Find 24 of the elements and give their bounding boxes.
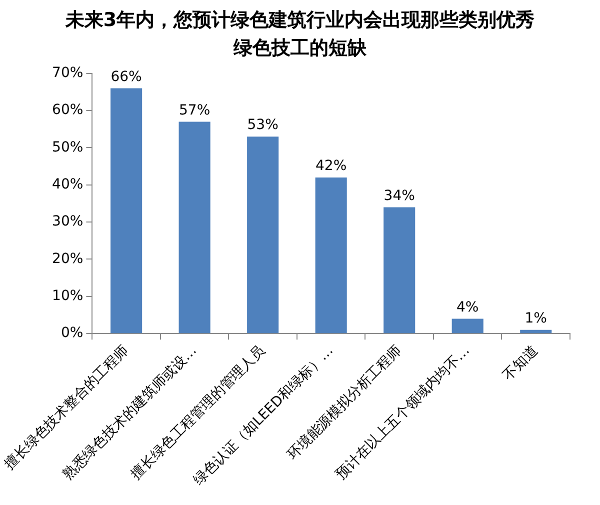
bar [315, 177, 347, 334]
bar [110, 88, 142, 334]
y-tick-label: 70% [52, 65, 84, 82]
y-tick-label: 30% [52, 214, 84, 230]
chart-title: 未来3年内，您预计绿色建筑行业内会出现那些类别优秀绿色技工的短缺 [64, 8, 536, 61]
y-tick-label: 0% [60, 325, 84, 342]
x-tick-label: 不知道 [500, 342, 542, 384]
bar [178, 122, 210, 334]
bar [520, 330, 552, 334]
y-tick-label: 20% [52, 250, 84, 267]
data-label: 4% [456, 299, 479, 316]
data-label: 34% [384, 188, 415, 204]
data-label: 53% [247, 117, 278, 134]
y-tick-label: 50% [52, 139, 84, 156]
data-label: 1% [524, 310, 547, 326]
y-tick-label: 10% [52, 288, 84, 304]
data-label: 42% [316, 158, 347, 174]
bar [384, 207, 416, 334]
y-tick-label: 60% [52, 102, 84, 118]
bar [452, 318, 484, 334]
y-tick-label: 40% [52, 176, 84, 193]
data-label: 66% [110, 68, 142, 85]
data-label: 57% [179, 102, 210, 118]
bar [247, 136, 279, 334]
